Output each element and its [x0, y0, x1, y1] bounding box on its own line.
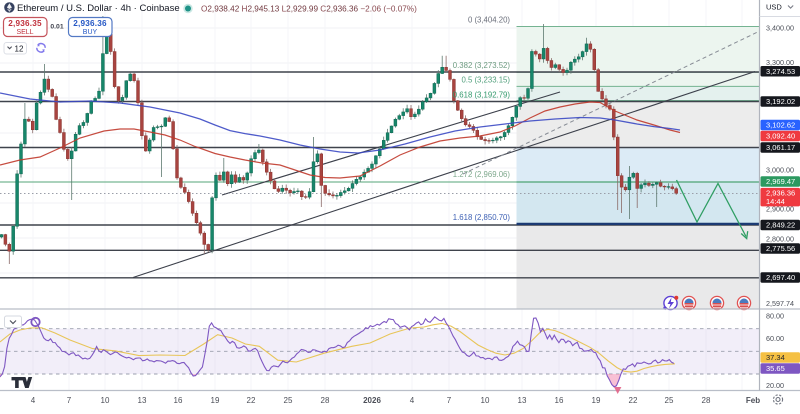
- svg-text:14:44: 14:44: [766, 197, 785, 206]
- svg-text:SELL: SELL: [16, 29, 33, 36]
- svg-text:10: 10: [101, 396, 110, 405]
- svg-text:3,000.00: 3,000.00: [766, 166, 794, 175]
- svg-text:4: 4: [410, 396, 415, 405]
- svg-text:16: 16: [174, 396, 183, 405]
- svg-text:7: 7: [447, 396, 452, 405]
- svg-text:2026: 2026: [363, 396, 381, 405]
- svg-text:80.00: 80.00: [766, 312, 784, 321]
- svg-text:1.272 (2,969.06): 1.272 (2,969.06): [453, 170, 511, 179]
- svg-text:Ethereum / U.S. Dollar · 4h ·: Ethereum / U.S. Dollar · 4h · Coinbase: [17, 3, 180, 14]
- svg-text:0.5 (3,233.15): 0.5 (3,233.15): [461, 76, 510, 85]
- svg-text:2,936.35: 2,936.35: [8, 19, 42, 28]
- svg-text:3,400.00: 3,400.00: [766, 24, 794, 33]
- svg-text:2,697.40: 2,697.40: [766, 273, 795, 282]
- svg-text:2,597.74: 2,597.74: [766, 299, 794, 308]
- svg-text:O2,938.42 H2,945.13 L2,929.9: O2,938.42 H2,945.13 L2,929.99 C2,936.36 …: [201, 5, 417, 14]
- svg-text:22: 22: [247, 396, 256, 405]
- svg-text:0.618 (3,192.79): 0.618 (3,192.79): [453, 91, 511, 100]
- svg-text:3,061.17: 3,061.17: [766, 143, 795, 152]
- svg-text:3,300.00: 3,300.00: [766, 58, 794, 67]
- svg-text:19: 19: [592, 396, 601, 405]
- svg-text:2,800.00: 2,800.00: [766, 235, 794, 244]
- svg-text:USD: USD: [766, 3, 782, 12]
- svg-text:60.00: 60.00: [766, 334, 784, 343]
- svg-text:16: 16: [555, 396, 564, 405]
- svg-text:10: 10: [481, 396, 490, 405]
- svg-text:3,274.53: 3,274.53: [766, 67, 795, 76]
- svg-text:3,192.02: 3,192.02: [766, 97, 795, 106]
- svg-text:3,102.62: 3,102.62: [766, 121, 795, 130]
- svg-text:25: 25: [284, 396, 293, 405]
- svg-text:19: 19: [211, 396, 220, 405]
- svg-text:2,936.36: 2,936.36: [73, 19, 107, 28]
- svg-text:2,775.56: 2,775.56: [766, 244, 795, 253]
- svg-text:0.382 (3,273.52): 0.382 (3,273.52): [453, 61, 511, 70]
- svg-text:3,092.40: 3,092.40: [766, 132, 795, 141]
- svg-text:7: 7: [67, 396, 72, 405]
- svg-text:28: 28: [321, 396, 330, 405]
- svg-text:22: 22: [629, 396, 638, 405]
- svg-text:28: 28: [702, 396, 711, 405]
- svg-text:BUY: BUY: [83, 29, 98, 36]
- svg-text:0 (3,404.20): 0 (3,404.20): [468, 16, 510, 25]
- svg-text:37.34: 37.34: [766, 353, 785, 362]
- svg-text:13: 13: [518, 396, 527, 405]
- svg-text:25: 25: [665, 396, 674, 405]
- svg-text:4: 4: [31, 396, 36, 405]
- svg-text:13: 13: [138, 396, 147, 405]
- svg-text:Feb: Feb: [746, 396, 760, 405]
- svg-text:0.01: 0.01: [50, 24, 63, 31]
- svg-text:2,969.47: 2,969.47: [766, 177, 795, 186]
- svg-text:12: 12: [15, 44, 24, 53]
- svg-text:35.65: 35.65: [766, 364, 785, 373]
- svg-text:20.00: 20.00: [766, 381, 784, 390]
- svg-text:1.618 (2,850.70): 1.618 (2,850.70): [453, 213, 511, 222]
- svg-text:2,849.22: 2,849.22: [766, 221, 795, 230]
